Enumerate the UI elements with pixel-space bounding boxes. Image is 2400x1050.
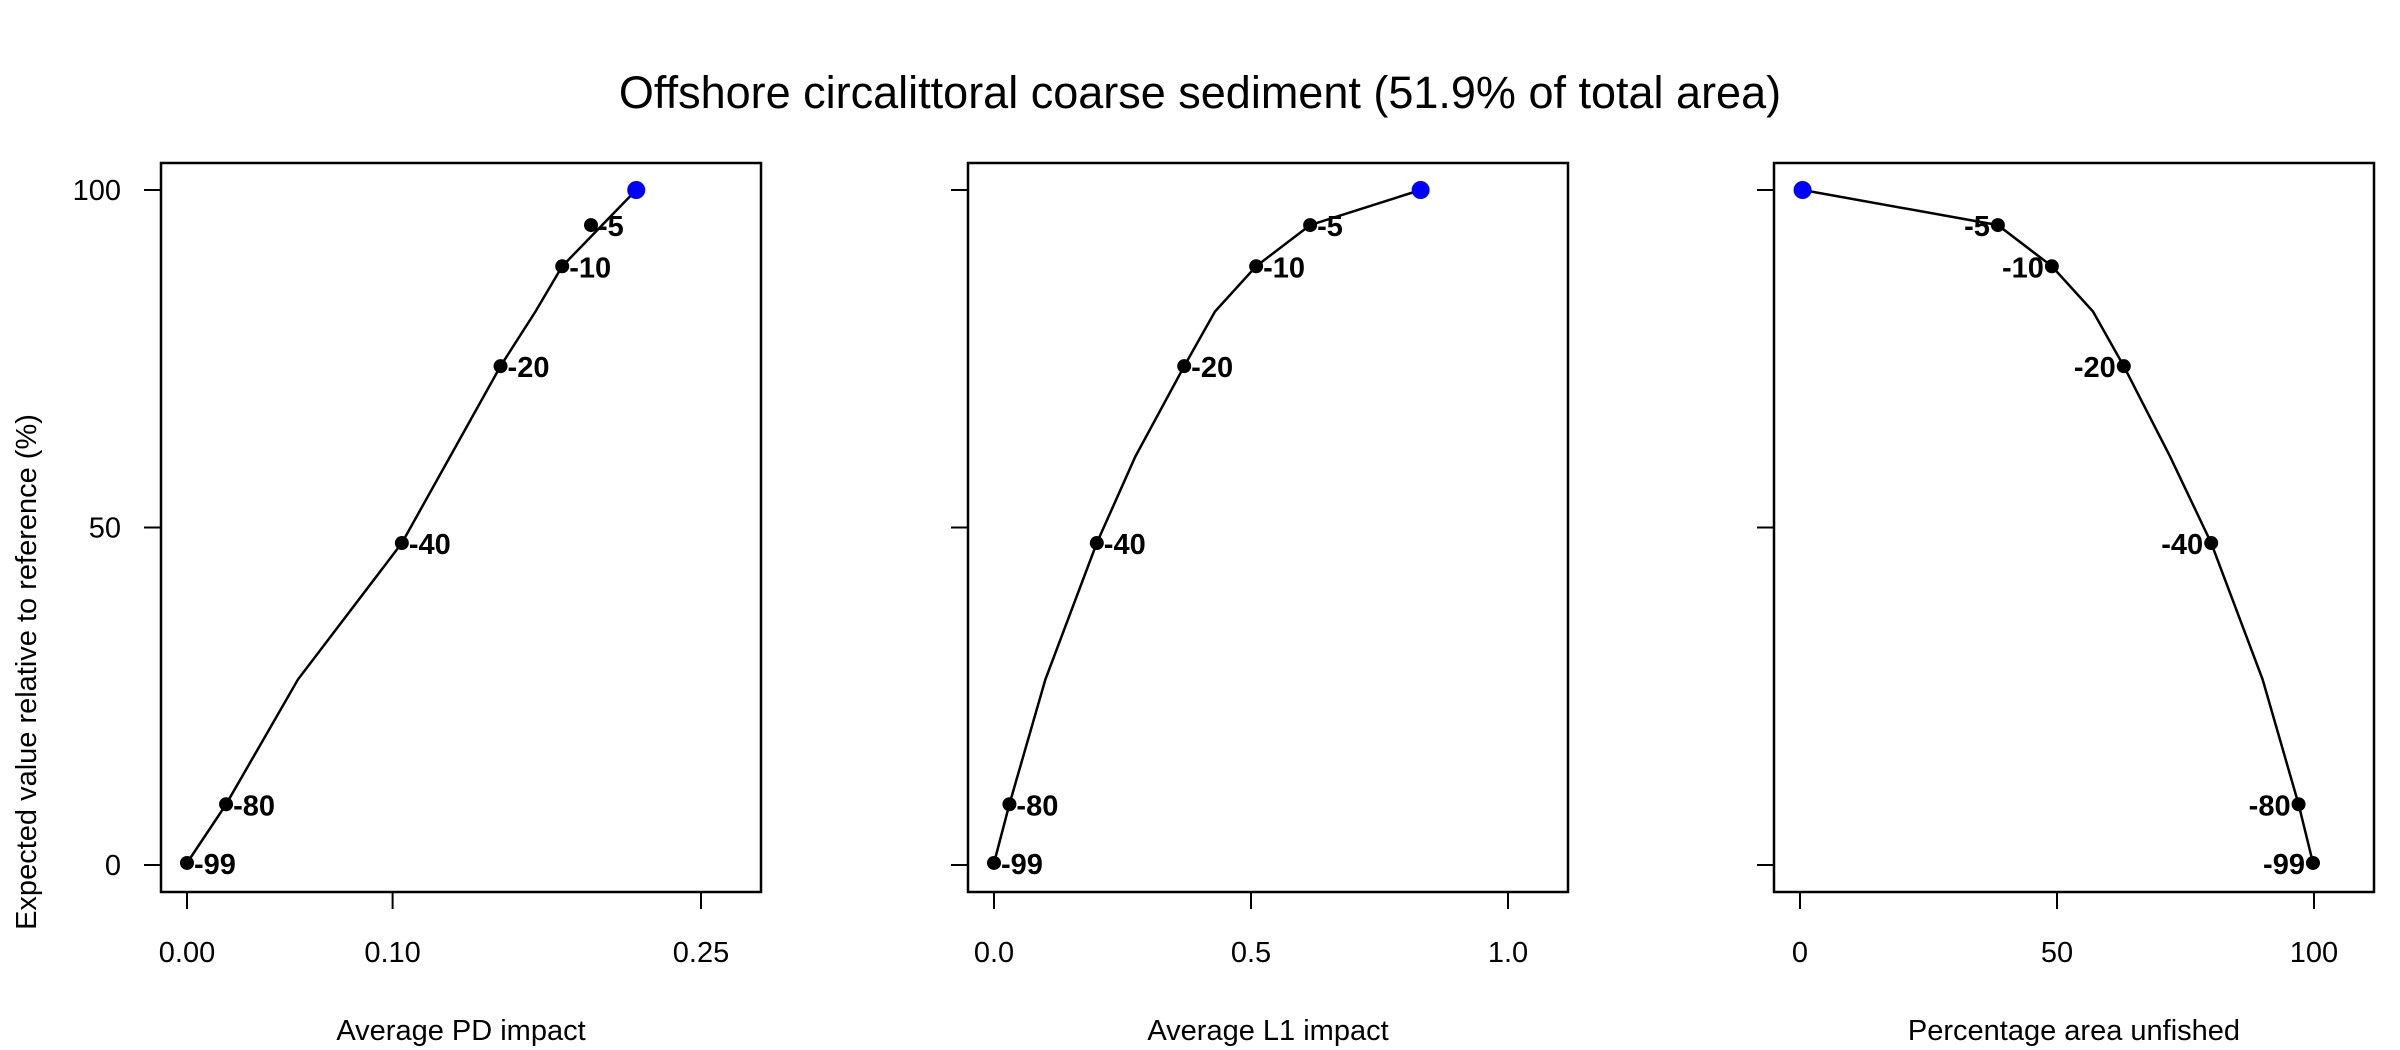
data-point-label: -80 bbox=[1016, 790, 1058, 822]
plot-frame bbox=[1772, 161, 2376, 894]
x-tick-label: 1.0 bbox=[1488, 937, 1528, 969]
data-point-label: -80 bbox=[233, 790, 275, 822]
reference-point bbox=[1793, 181, 1812, 199]
data-point bbox=[2204, 536, 2219, 551]
data-point bbox=[2305, 855, 2320, 870]
panel-3: 0 50 100 Percentage area unfished -5 -10 -20 -4… bbox=[1757, 161, 2376, 1047]
reference-point bbox=[627, 181, 646, 199]
series-line bbox=[185, 189, 638, 864]
chart-title: Offshore circalittoral coarse sediment (… bbox=[619, 67, 1781, 118]
data-point bbox=[987, 855, 1001, 870]
data-point-label: -5 bbox=[1964, 211, 1990, 243]
data-point-label: -40 bbox=[1104, 529, 1146, 561]
panel-1: 0.00 0.10 0.25 0 50 100 Average PD impact -99 -8… bbox=[73, 161, 763, 1047]
x-axis-label: Average PD impact bbox=[336, 1015, 585, 1047]
data-point bbox=[1002, 797, 1017, 812]
x-tick-label: 0.0 bbox=[974, 937, 1014, 969]
data-point-label: -80 bbox=[2249, 790, 2291, 822]
data-point-label: -99 bbox=[2263, 849, 2305, 881]
data-point-label: -99 bbox=[194, 849, 236, 881]
panel-2: 0.0 0.5 1.0 Average L1 impact -99 -80 -40 -20 -1… bbox=[951, 161, 1570, 1047]
data-point bbox=[219, 797, 234, 812]
data-point-label: -5 bbox=[598, 211, 624, 243]
y-tick-label: 100 bbox=[73, 175, 121, 207]
data-point bbox=[493, 359, 508, 374]
data-point-label: -10 bbox=[2002, 252, 2044, 284]
data-point-label: -5 bbox=[1317, 211, 1343, 243]
data-point bbox=[2291, 797, 2306, 812]
data-point-label: -10 bbox=[1263, 252, 1305, 284]
data-point bbox=[555, 259, 570, 274]
y-tick-label: 0 bbox=[105, 850, 121, 882]
plot-frame bbox=[159, 161, 763, 894]
series-line bbox=[992, 188, 1421, 864]
data-point bbox=[1249, 259, 1264, 274]
data-point-label: -99 bbox=[1001, 849, 1043, 881]
x-tick-label: 100 bbox=[2290, 937, 2338, 969]
y-axis-label: Expected value relative to reference (%) bbox=[11, 414, 43, 930]
data-point-label: -40 bbox=[2161, 529, 2203, 561]
reference-point bbox=[1411, 181, 1430, 199]
data-point bbox=[180, 855, 194, 870]
data-point-label: -20 bbox=[1191, 352, 1233, 384]
x-tick-label: 0.25 bbox=[673, 937, 729, 969]
data-point bbox=[2044, 259, 2059, 274]
y-tick-label: 50 bbox=[89, 513, 121, 545]
data-point-label: -10 bbox=[569, 252, 611, 284]
x-axis-label: Average L1 impact bbox=[1147, 1015, 1388, 1047]
data-point bbox=[1303, 218, 1318, 233]
data-point bbox=[394, 536, 409, 551]
x-axis-label: Percentage area unfished bbox=[1908, 1015, 2240, 1047]
data-point bbox=[1990, 218, 2005, 233]
series-line bbox=[1802, 188, 2315, 864]
x-tick-label: 50 bbox=[2041, 937, 2073, 969]
x-tick-label: 0 bbox=[1792, 937, 1808, 969]
data-point-label: -20 bbox=[2074, 352, 2116, 384]
data-point bbox=[1089, 536, 1104, 551]
data-point-label: -40 bbox=[409, 529, 451, 561]
data-point-label: -20 bbox=[508, 352, 550, 384]
data-point bbox=[584, 218, 599, 233]
x-tick-label: 0.10 bbox=[364, 937, 420, 969]
data-point bbox=[2116, 359, 2131, 374]
x-tick-label: 0.00 bbox=[159, 937, 215, 969]
x-tick-label: 0.5 bbox=[1231, 937, 1271, 969]
data-point bbox=[1177, 359, 1192, 374]
